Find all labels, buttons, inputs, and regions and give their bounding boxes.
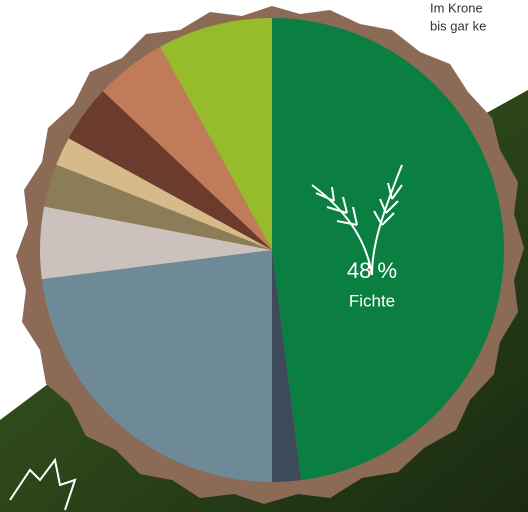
pie-slice [41, 250, 272, 482]
pie-slice [272, 250, 302, 482]
pie-slice [68, 91, 272, 250]
pie-slice [160, 17, 272, 250]
note-text: bis gar ke [430, 18, 486, 33]
pie-slice [44, 164, 272, 250]
pie-slice [39, 206, 273, 280]
pie-slice [272, 18, 505, 481]
note-text: Im Krone [430, 0, 483, 15]
value-label: 48 % [347, 258, 397, 283]
category-label: Fichte [349, 291, 395, 310]
pie-slice [102, 46, 273, 250]
pie-slice [56, 138, 272, 250]
pie [39, 17, 505, 482]
leaf-icon [9, 457, 77, 511]
leaf-icon [311, 164, 403, 276]
